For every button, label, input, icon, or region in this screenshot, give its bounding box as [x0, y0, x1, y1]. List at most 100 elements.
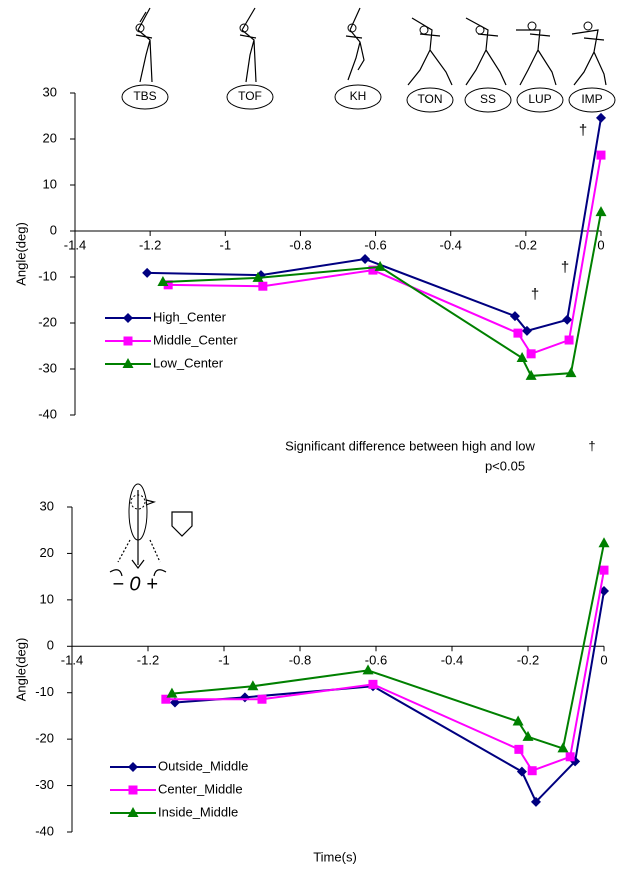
y-tick-label: 30 [43, 84, 57, 99]
point [512, 715, 524, 726]
point [557, 742, 569, 753]
x-tick-label: -1.4 [61, 653, 83, 668]
point [521, 325, 532, 336]
phase-oval [406, 87, 454, 113]
point [595, 206, 607, 217]
point [252, 271, 264, 282]
point [374, 260, 386, 271]
point [509, 311, 520, 322]
point [596, 112, 606, 123]
point [562, 314, 573, 325]
point [565, 752, 575, 762]
point [522, 730, 534, 741]
point [516, 351, 528, 362]
y-tick-label: -20 [38, 314, 57, 329]
phase-label: IMP [581, 92, 602, 106]
x-tick-label: -1.4 [64, 237, 86, 252]
y-tick-label: -30 [35, 777, 54, 792]
x-tick-label: -1 [220, 237, 232, 252]
x-tick-label: -0.6 [365, 653, 387, 668]
note-symbol: † [588, 438, 595, 453]
phase-label: TON [417, 92, 442, 106]
point [128, 762, 138, 772]
point [368, 265, 378, 275]
x-tick-label: -0.4 [441, 653, 463, 668]
legend-label: Low_Center [153, 355, 224, 370]
y-tick-label: -10 [38, 268, 57, 283]
point [166, 687, 178, 698]
x-tick-label: -0.6 [364, 237, 386, 252]
point [526, 349, 536, 359]
phase-oval [121, 84, 169, 110]
phase-oval [334, 84, 382, 110]
point [527, 766, 537, 776]
y-tick-label: -30 [38, 360, 57, 375]
x-tick-label: -0.8 [289, 653, 311, 668]
x-tick-label: -0.2 [515, 237, 537, 252]
phase-oval [464, 87, 512, 113]
point [368, 679, 378, 689]
point [598, 537, 610, 548]
point [123, 336, 133, 346]
y-axis-title: Angle(deg) [13, 222, 28, 286]
phase-label: LUP [528, 92, 551, 106]
note-p: p<0.05 [485, 458, 525, 473]
phase-oval [516, 87, 564, 113]
y-tick-label: 30 [40, 498, 54, 513]
legend-label: High_Center [153, 309, 227, 324]
phase-oval [226, 84, 274, 110]
y-tick-label: -20 [35, 731, 54, 746]
point [128, 785, 138, 795]
point [525, 369, 537, 380]
point [127, 807, 139, 817]
phase-label: TBS [133, 89, 156, 103]
y-tick-label: 10 [40, 591, 54, 606]
y-tick-label: 10 [43, 176, 57, 191]
point [157, 276, 169, 287]
point [599, 565, 609, 575]
point [239, 692, 250, 703]
x-tick-label: 0 [597, 237, 604, 252]
point [514, 744, 524, 754]
point [163, 280, 173, 290]
legend-label: Inside_Middle [158, 804, 238, 819]
point [258, 281, 268, 291]
phase-label: KH [350, 89, 367, 103]
x-axis-title: Time(s) [313, 849, 357, 864]
y-tick-label: -10 [35, 684, 54, 699]
series-line [168, 154, 602, 356]
note: Significant difference between high and … [285, 438, 535, 453]
legend-label: Center_Middle [158, 781, 243, 796]
point [142, 267, 153, 278]
point [362, 664, 374, 675]
point [516, 766, 527, 777]
y-tick-label: 0 [50, 222, 57, 237]
significance-mark: † [531, 286, 539, 303]
x-tick-label: -0.2 [517, 653, 539, 668]
phase-oval [568, 87, 616, 113]
y-tick-label: -40 [38, 406, 57, 421]
x-tick-label: -0.8 [289, 237, 311, 252]
y-tick-label: 20 [40, 545, 54, 560]
y-tick-label: 20 [43, 130, 57, 145]
phase-label: TOF [238, 89, 262, 103]
significance-mark: † [579, 122, 587, 139]
x-tick-label: -0.4 [440, 237, 462, 252]
phase-label: SS [480, 92, 496, 106]
significance-mark: † [561, 259, 569, 276]
stick-figures [135, 7, 607, 86]
x-tick-label: -1 [218, 653, 230, 668]
point [257, 694, 267, 704]
point [122, 358, 134, 368]
x-tick-label: 0 [600, 653, 607, 668]
direction-icon [109, 483, 193, 577]
point [360, 254, 371, 265]
point [161, 694, 171, 704]
y-tick-label: -40 [35, 823, 54, 838]
x-tick-label: -1.2 [139, 237, 161, 252]
icon-label: − 0 + [112, 573, 158, 595]
legend-label: Middle_Center [153, 332, 238, 347]
point [247, 680, 259, 691]
y-tick-label: 0 [47, 638, 54, 653]
